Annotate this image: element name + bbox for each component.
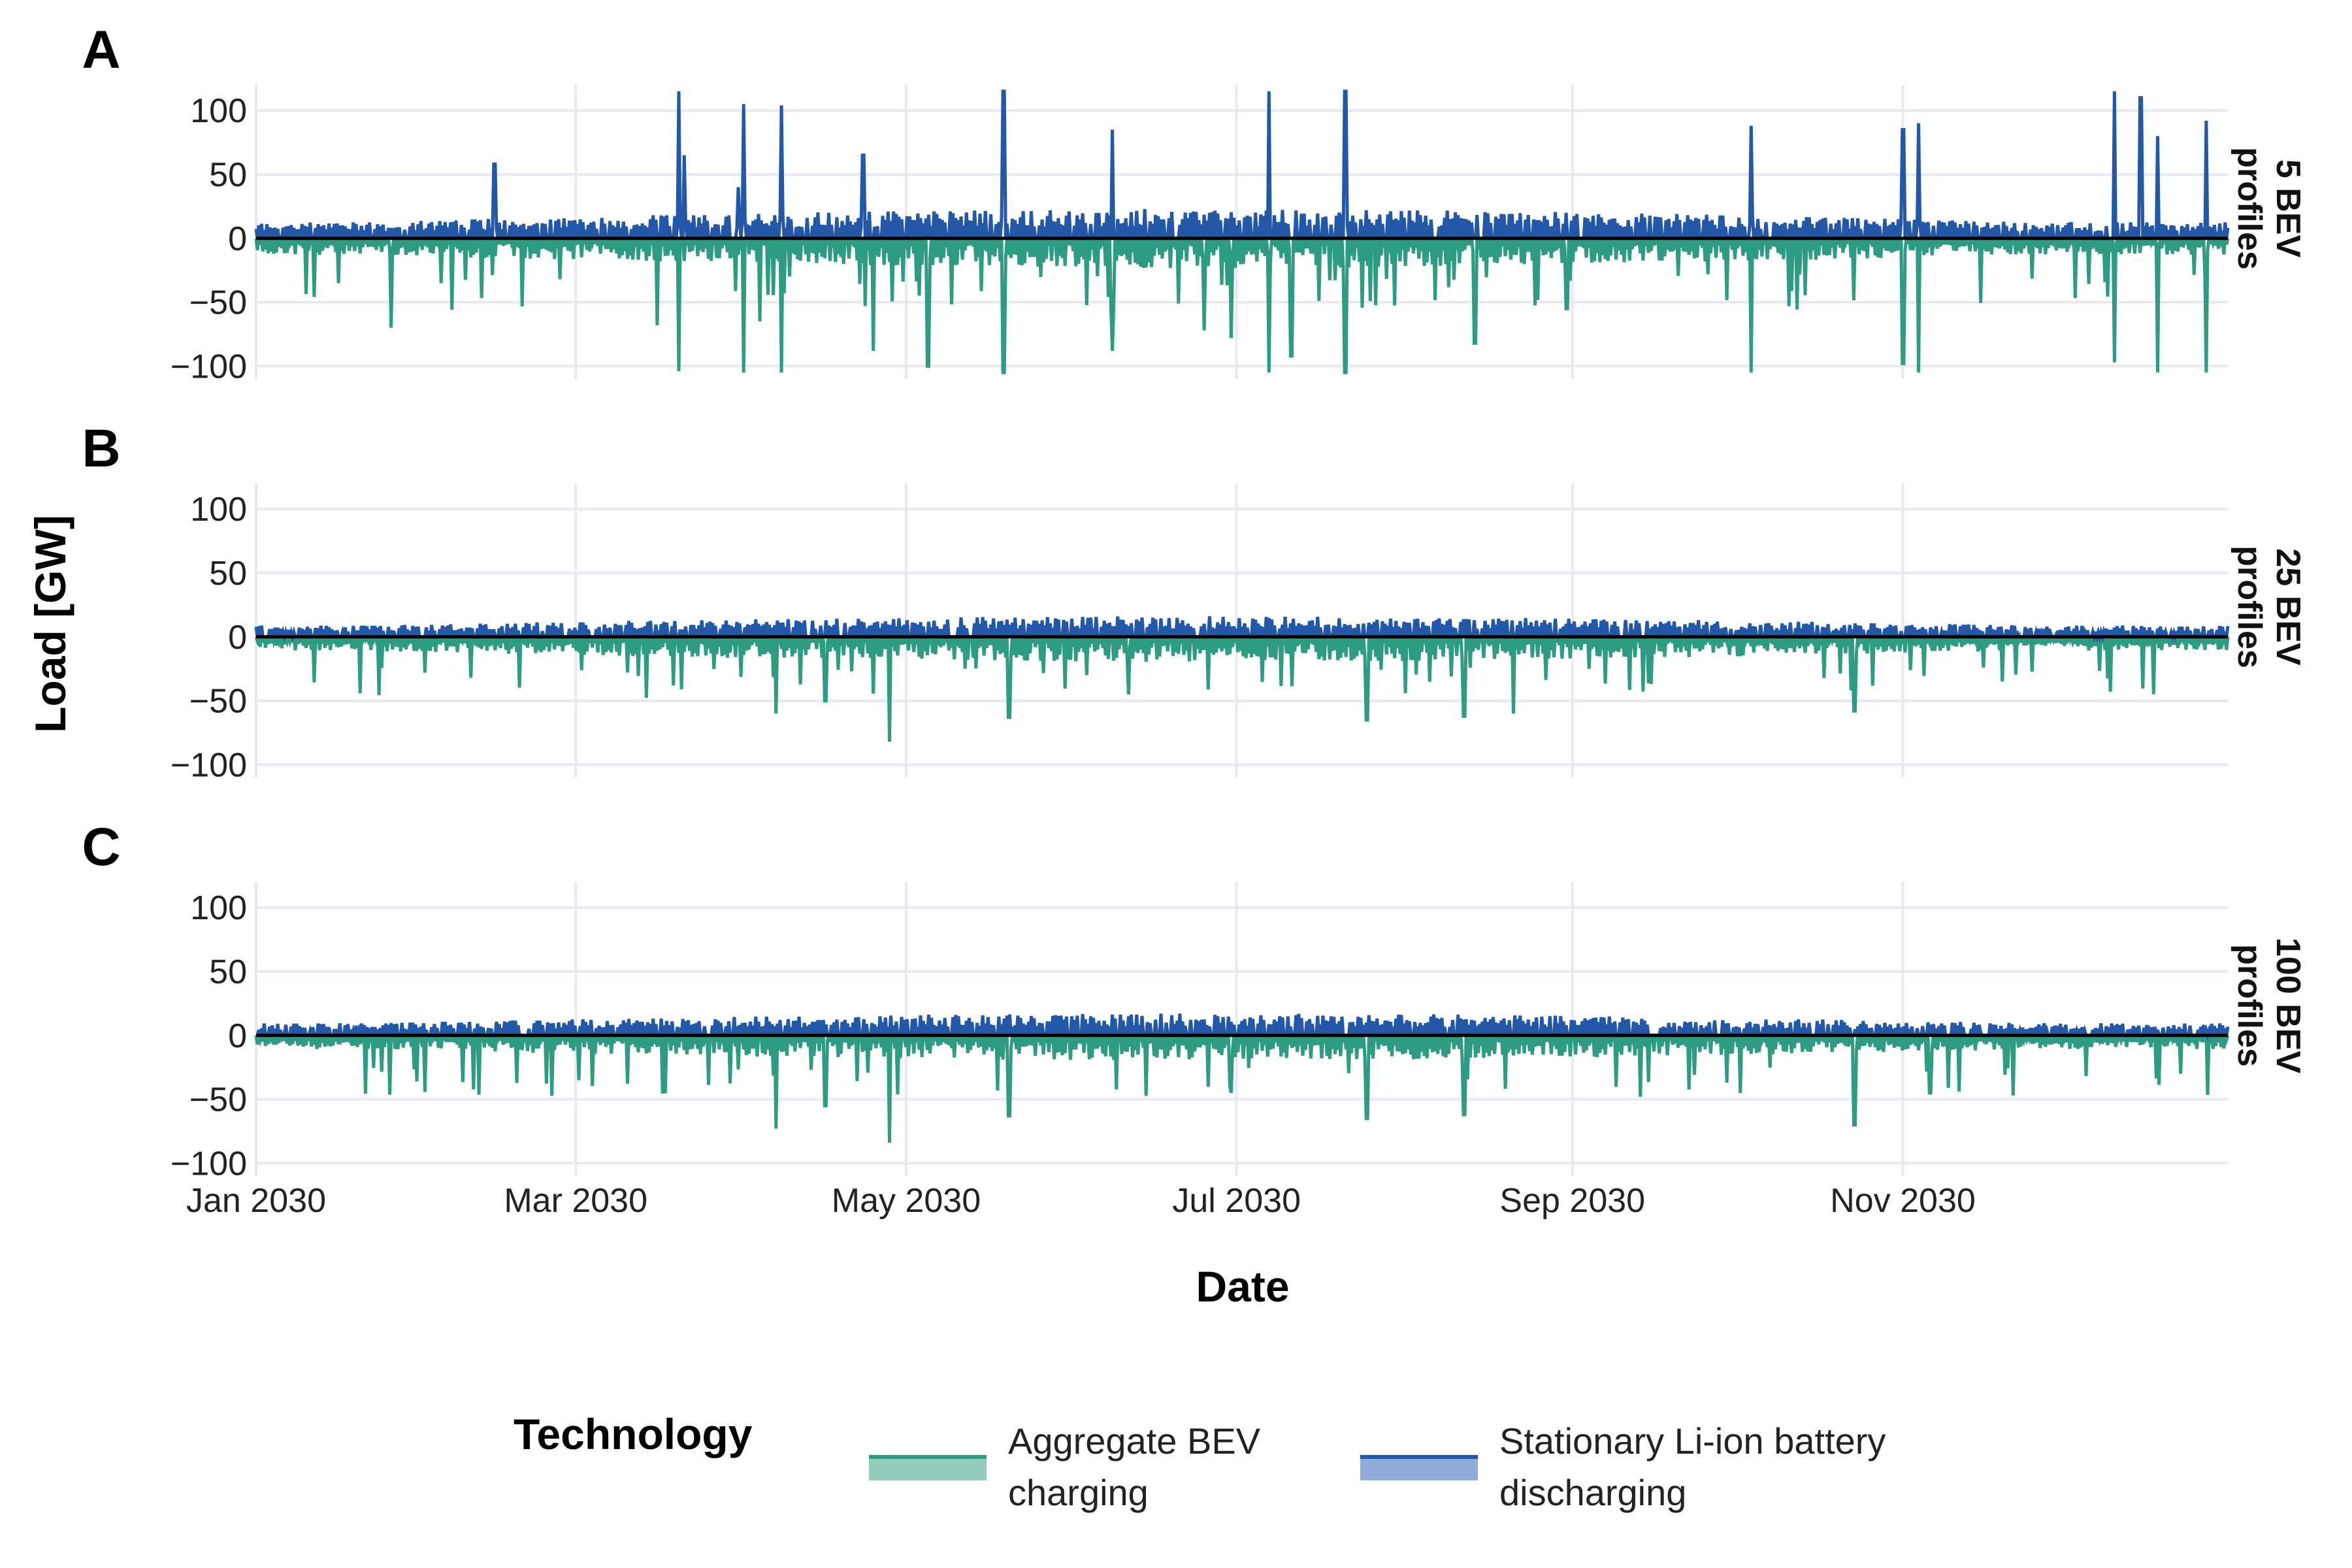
- legend-label: discharging: [1499, 1472, 1686, 1513]
- y-tick-label: −100: [171, 348, 247, 385]
- panel-strip-label: 100 BEV: [2269, 938, 2307, 1073]
- x-tick-label: Mar 2030: [504, 1182, 647, 1220]
- legend-label: charging: [1008, 1472, 1149, 1513]
- y-tick-label: 100: [190, 92, 247, 130]
- panel-strip-label: profiles: [2230, 147, 2268, 270]
- series-charging-b: [254, 630, 2230, 742]
- series-charging-c: [254, 1028, 2230, 1143]
- panel-letter: B: [82, 419, 120, 478]
- legend-swatch: [869, 1456, 987, 1480]
- panel-letter: C: [82, 817, 120, 877]
- y-tick-label: −50: [189, 683, 247, 721]
- y-axis-title: Load [GW]: [26, 515, 74, 733]
- y-tick-label: −100: [171, 1145, 247, 1183]
- x-tick-label: Jul 2030: [1172, 1182, 1301, 1220]
- y-tick-label: 0: [228, 619, 247, 657]
- y-tick-label: 50: [209, 156, 247, 194]
- legend-label: Aggregate BEV: [1008, 1420, 1261, 1462]
- x-tick-label: Nov 2030: [1830, 1182, 1976, 1220]
- series-discharging-b: [254, 616, 2230, 644]
- x-tick-label: Sep 2030: [1499, 1182, 1645, 1220]
- legend-swatch: [1360, 1456, 1478, 1480]
- y-tick-label: −50: [189, 284, 247, 322]
- y-tick-label: −50: [189, 1081, 247, 1119]
- y-tick-label: 50: [209, 555, 247, 593]
- panel-strip-label: profiles: [2230, 546, 2268, 668]
- y-tick-label: −100: [171, 746, 247, 784]
- legend-title: Technology: [514, 1410, 753, 1458]
- x-tick-label: May 2030: [832, 1182, 981, 1220]
- panel-strip-label: profiles: [2230, 944, 2268, 1067]
- y-tick-label: 100: [190, 491, 247, 529]
- x-axis-title: Date: [1196, 1262, 1289, 1311]
- series-discharging-a: [254, 90, 2230, 240]
- y-tick-label: 0: [228, 220, 247, 258]
- series-charging-a: [254, 231, 2230, 374]
- y-tick-label: 0: [228, 1017, 247, 1055]
- panel-letter: A: [82, 20, 120, 80]
- legend-item: Aggregate BEV charging: [869, 1420, 1261, 1513]
- y-tick-label: 100: [190, 889, 247, 927]
- legend: Technology Aggregate BEV charging Stationa…: [514, 1410, 1886, 1513]
- y-tick-label: 50: [209, 953, 247, 991]
- legend-item: Stationary Li-ion battery discharging: [1360, 1420, 1886, 1513]
- series-discharging-c: [255, 1013, 2230, 1042]
- x-axis-ticks: Jan 2030 Mar 2030 May 2030 Jul 2030 Sep 2030…: [186, 1182, 1976, 1220]
- legend-label: Stationary Li-ion battery: [1499, 1420, 1886, 1462]
- x-tick-label: Jan 2030: [186, 1182, 326, 1220]
- panel-strip-label: 25 BEV: [2269, 548, 2307, 666]
- panel-strip-label: 5 BEV: [2269, 159, 2307, 258]
